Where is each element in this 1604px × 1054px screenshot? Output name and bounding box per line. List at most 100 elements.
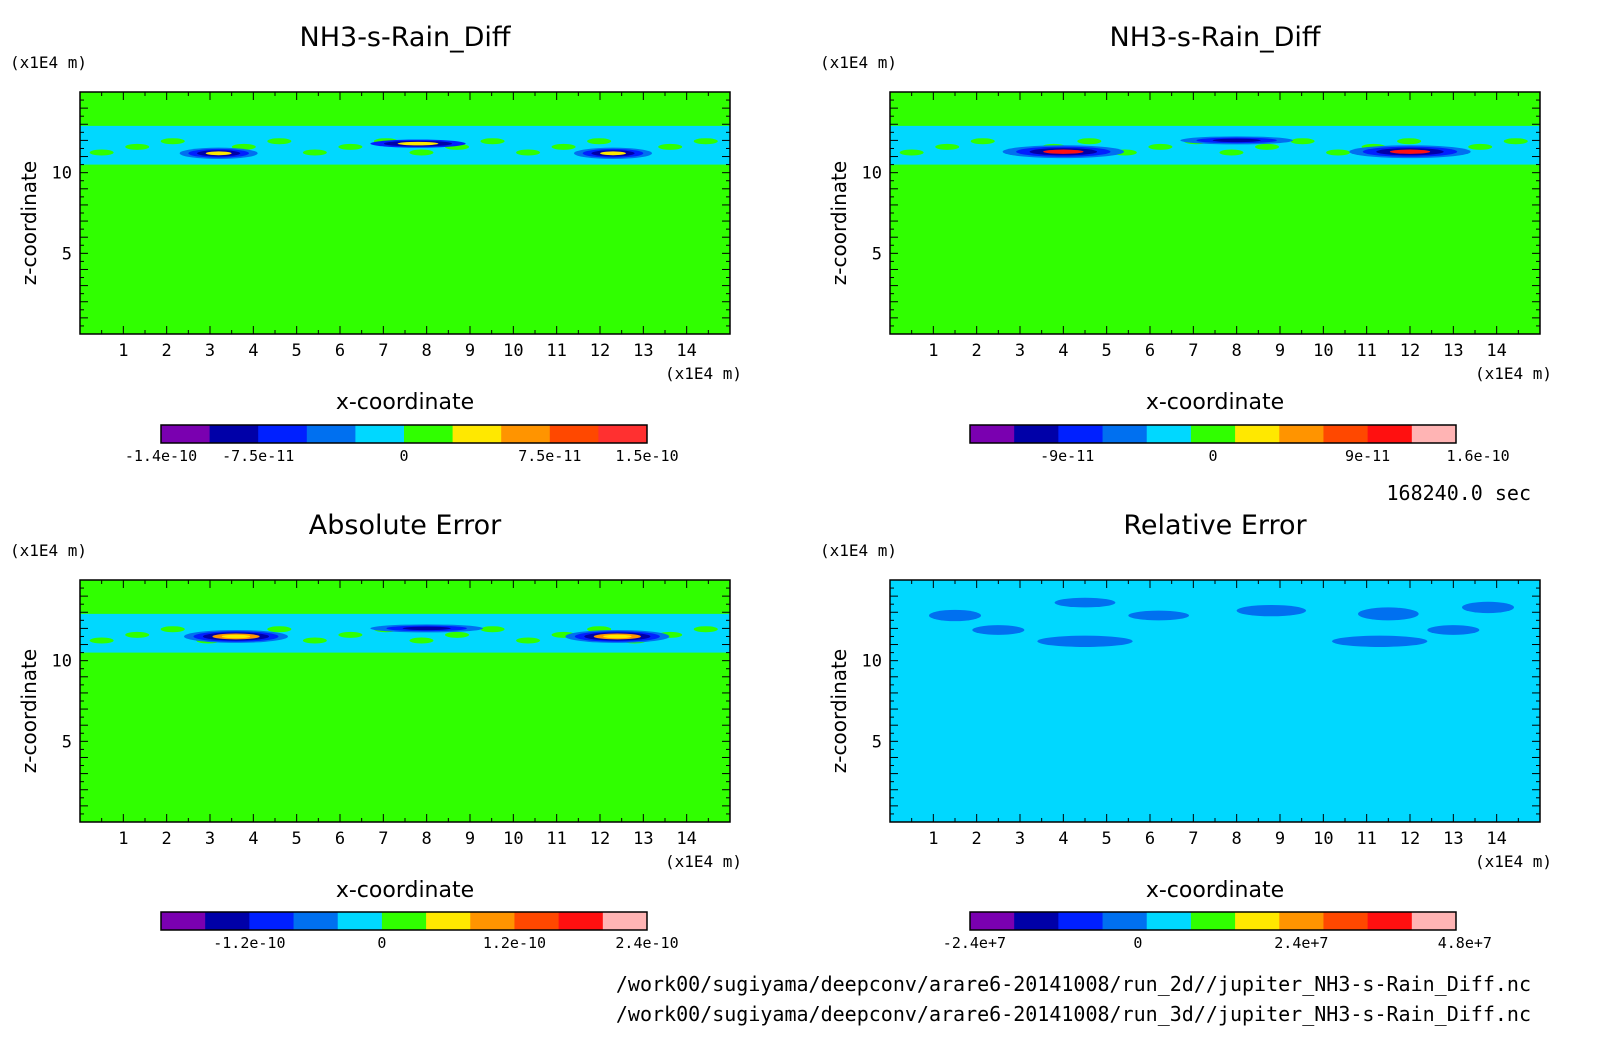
field-contour	[1358, 607, 1419, 621]
colorbar-swatch	[1146, 425, 1192, 443]
colorbar-frame	[160, 911, 648, 931]
colorbar-swatch	[1235, 425, 1280, 443]
field-contour	[221, 634, 251, 639]
x-tick-label: 6	[335, 341, 345, 361]
field-contour	[1255, 143, 1279, 150]
chart-panel-2: NH3-s-Rain_Diff(x1E4 m)1 2 3 4 5 6 7 8 9 10 11 12 13…	[820, 22, 1552, 465]
y-tick-label: 10	[52, 164, 72, 184]
field-contour	[1427, 625, 1480, 635]
y-axis-label: z-coordinate	[827, 161, 851, 285]
field-contour	[402, 626, 451, 631]
colorbar-swatch	[249, 912, 295, 930]
x-tick-label: 1	[118, 341, 128, 361]
colorbar-swatch	[293, 912, 339, 930]
colorbar-label: 1.6e-10	[1446, 447, 1509, 465]
colorbar-swatch	[1323, 912, 1369, 930]
x-axis-label: x-coordinate	[1146, 878, 1284, 903]
chart-title: NH3-s-Rain_Diff	[1110, 22, 1322, 53]
x-tick-label: 9	[465, 829, 475, 849]
x-tick-label: 7	[378, 341, 388, 361]
x-tick-label: 10	[1313, 341, 1333, 361]
x-tick-label: 9	[465, 341, 475, 361]
y-unit-label: (x1E4 m)	[10, 541, 87, 560]
y-axis-label: z-coordinate	[17, 161, 41, 285]
y-tick-label: 10	[52, 652, 72, 672]
field-contour	[409, 149, 434, 156]
field-contour	[1037, 635, 1133, 647]
x-tick-label: 6	[1145, 341, 1155, 361]
colorbar-label: 0	[377, 934, 386, 952]
colorbar-swatch	[470, 912, 515, 930]
x-tick-label: 8	[422, 341, 432, 361]
field-contour	[603, 634, 632, 639]
y-unit-label: (x1E4 m)	[820, 541, 897, 560]
field-contour	[693, 626, 718, 633]
x-tick-label: 8	[1232, 341, 1242, 361]
field-contour	[338, 143, 363, 150]
y-tick-label: 5	[62, 732, 72, 752]
file-path-1: /work00/sugiyama/deepconv/arare6-2014100…	[616, 972, 1531, 996]
x-tick-label: 14	[1486, 829, 1506, 849]
file-path-2: /work00/sugiyama/deepconv/arare6-2014100…	[616, 1002, 1531, 1026]
colorbar-label: 1.2e-10	[483, 934, 546, 952]
x-tick-label: 5	[1102, 829, 1112, 849]
field-contour	[480, 626, 505, 633]
colorbar-swatch	[205, 912, 250, 930]
colorbar-swatch	[1279, 425, 1324, 443]
field-contour	[935, 143, 960, 150]
colorbar-swatch	[1014, 425, 1059, 443]
colorbar-swatch	[1014, 912, 1059, 930]
x-unit-label: (x1E4 m)	[1475, 852, 1552, 871]
time-label: 168240.0 sec	[1387, 481, 1532, 505]
y-tick-label: 10	[862, 164, 882, 184]
x-tick-label: 2	[972, 829, 982, 849]
field-contour	[480, 138, 505, 145]
field-contour	[1219, 149, 1244, 156]
x-tick-label: 3	[1015, 341, 1025, 361]
field-contour	[1236, 605, 1307, 617]
x-tick-label: 7	[1188, 341, 1198, 361]
x-tick-label: 4	[1058, 829, 1068, 849]
x-tick-label: 1	[118, 829, 128, 849]
x-tick-label: 1	[928, 341, 938, 361]
colorbar-swatch	[501, 425, 551, 443]
colorbar-label: -1.2e-10	[213, 934, 285, 952]
x-tick-label: 4	[248, 341, 258, 361]
y-unit-label: (x1E4 m)	[10, 53, 87, 72]
colorbar-swatch	[1411, 425, 1457, 443]
x-tick-label: 14	[676, 829, 696, 849]
colorbar-label: 4.8e+7	[1438, 934, 1492, 952]
field-contour	[929, 609, 981, 622]
x-tick-label: 8	[422, 829, 432, 849]
colorbar-swatch	[549, 425, 599, 443]
x-tick-label: 4	[248, 829, 258, 849]
field-background	[890, 580, 1540, 822]
field-contour	[516, 149, 541, 156]
field-contour	[1389, 149, 1431, 154]
x-tick-label: 5	[292, 341, 302, 361]
field-contour	[693, 138, 718, 145]
field-contour	[160, 138, 185, 145]
x-axis-label: x-coordinate	[336, 390, 474, 415]
colorbar-swatch	[1235, 912, 1280, 930]
x-axis-label: x-coordinate	[1146, 390, 1284, 415]
field-contour	[972, 625, 1025, 635]
x-tick-label: 10	[1313, 829, 1333, 849]
x-tick-label: 2	[972, 341, 982, 361]
x-tick-label: 12	[1400, 341, 1420, 361]
field-contour	[89, 637, 114, 644]
x-tick-label: 13	[633, 829, 653, 849]
x-tick-label: 7	[1188, 829, 1198, 849]
x-tick-label: 3	[205, 829, 215, 849]
colorbar-label: 0	[1133, 934, 1142, 952]
y-tick-label: 5	[872, 244, 882, 264]
y-axis-label: z-coordinate	[827, 649, 851, 773]
field-contour	[125, 631, 150, 638]
x-unit-label: (x1E4 m)	[1475, 364, 1552, 383]
x-tick-label: 3	[1015, 829, 1025, 849]
x-tick-label: 1	[928, 829, 938, 849]
colorbar-swatch	[602, 912, 648, 930]
colorbar-swatch	[1058, 912, 1104, 930]
colorbar-label: -1.4e-10	[125, 447, 197, 465]
